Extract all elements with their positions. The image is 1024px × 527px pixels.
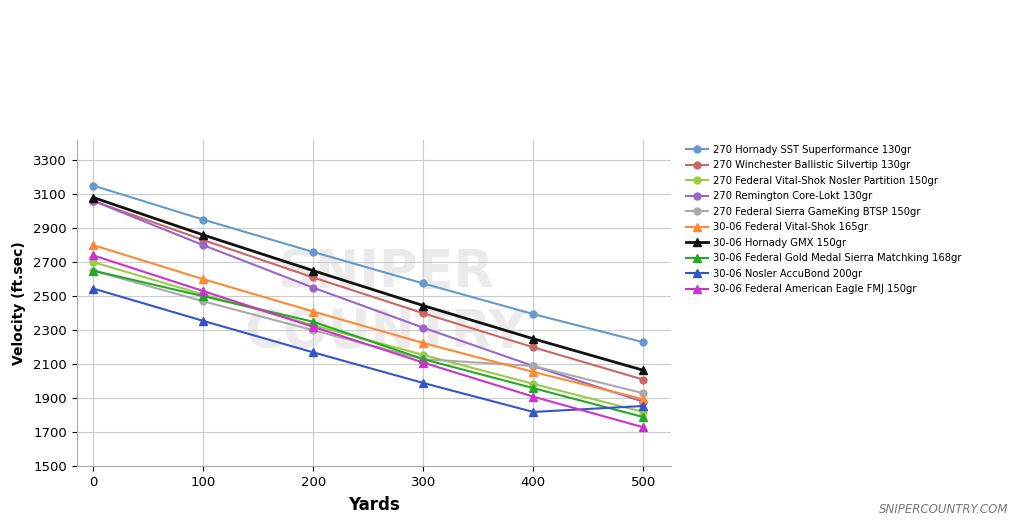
30-06 Federal Gold Medal Sierra Matchking 168gr: [637, 414, 649, 420]
270 Hornady SST Superformance 130gr: [87, 182, 99, 189]
270 Federal Sierra GameKing BTSP 150gr: [87, 268, 99, 274]
270 Winchester Ballistic Silvertip 130gr: [87, 198, 99, 204]
270 Federal Sierra GameKing BTSP 150gr: [637, 390, 649, 396]
Text: BULLET VELOCITY: BULLET VELOCITY: [207, 32, 817, 91]
270 Federal Sierra GameKing BTSP 150gr: [417, 356, 429, 363]
Y-axis label: Velocity (ft.sec): Velocity (ft.sec): [12, 241, 27, 365]
30-06 Federal Gold Medal Sierra Matchking 168gr: [87, 268, 99, 274]
270 Remington Core-Lokt 130gr: [198, 242, 210, 248]
270 Winchester Ballistic Silvertip 130gr: [198, 237, 210, 243]
Text: SNIPERCOUNTRY.COM: SNIPERCOUNTRY.COM: [880, 503, 1009, 516]
30-06 Hornady GMX 150gr: [527, 336, 540, 342]
270 Federal Vital-Shok Nosler Partition 150gr: [527, 380, 540, 387]
Line: 30-06 Federal American Eagle FMJ 150gr: 30-06 Federal American Eagle FMJ 150gr: [89, 251, 647, 432]
30-06 Federal Gold Medal Sierra Matchking 168gr: [527, 385, 540, 391]
30-06 Federal Vital-Shok 165gr: [198, 276, 210, 282]
Line: 270 Hornady SST Superformance 130gr: 270 Hornady SST Superformance 130gr: [90, 182, 647, 346]
Line: 270 Winchester Ballistic Silvertip 130gr: 270 Winchester Ballistic Silvertip 130gr: [90, 198, 647, 383]
30-06 Federal Vital-Shok 165gr: [527, 369, 540, 375]
270 Winchester Ballistic Silvertip 130gr: [307, 275, 319, 281]
270 Hornady SST Superformance 130gr: [417, 280, 429, 287]
270 Federal Vital-Shok Nosler Partition 150gr: [87, 259, 99, 266]
30-06 Federal Vital-Shok 165gr: [637, 396, 649, 402]
30-06 Federal Vital-Shok 165gr: [87, 242, 99, 248]
30-06 Federal Gold Medal Sierra Matchking 168gr: [417, 356, 429, 363]
30-06 Nosler AccuBond 200gr: [637, 403, 649, 409]
270 Hornady SST Superformance 130gr: [198, 217, 210, 223]
30-06 Nosler AccuBond 200gr: [307, 349, 319, 356]
30-06 Federal Gold Medal Sierra Matchking 168gr: [307, 319, 319, 325]
270 Remington Core-Lokt 130gr: [527, 363, 540, 369]
Line: 30-06 Hornady GMX 150gr: 30-06 Hornady GMX 150gr: [89, 193, 647, 374]
30-06 Federal Gold Medal Sierra Matchking 168gr: [198, 293, 210, 299]
30-06 Federal Vital-Shok 165gr: [417, 340, 429, 346]
270 Hornady SST Superformance 130gr: [307, 249, 319, 255]
Text: SNIPER
COUNTRY: SNIPER COUNTRY: [245, 247, 527, 359]
270 Federal Vital-Shok Nosler Partition 150gr: [637, 409, 649, 415]
270 Federal Vital-Shok Nosler Partition 150gr: [417, 352, 429, 358]
30-06 Hornady GMX 150gr: [307, 268, 319, 274]
270 Winchester Ballistic Silvertip 130gr: [417, 310, 429, 316]
270 Remington Core-Lokt 130gr: [637, 398, 649, 405]
30-06 Federal American Eagle FMJ 150gr: [417, 359, 429, 366]
30-06 Hornady GMX 150gr: [637, 367, 649, 374]
270 Remington Core-Lokt 130gr: [87, 198, 99, 204]
270 Federal Vital-Shok Nosler Partition 150gr: [307, 322, 319, 328]
Line: 30-06 Federal Vital-Shok 165gr: 30-06 Federal Vital-Shok 165gr: [89, 241, 647, 403]
Line: 270 Federal Sierra GameKing BTSP 150gr: 270 Federal Sierra GameKing BTSP 150gr: [90, 267, 647, 397]
30-06 Nosler AccuBond 200gr: [417, 380, 429, 386]
30-06 Nosler AccuBond 200gr: [198, 318, 210, 324]
Legend: 270 Hornady SST Superformance 130gr, 270 Winchester Ballistic Silvertip 130gr, 2: 270 Hornady SST Superformance 130gr, 270…: [686, 144, 962, 294]
30-06 Federal American Eagle FMJ 150gr: [307, 324, 319, 330]
270 Winchester Ballistic Silvertip 130gr: [527, 344, 540, 350]
30-06 Federal American Eagle FMJ 150gr: [637, 424, 649, 431]
30-06 Federal American Eagle FMJ 150gr: [527, 394, 540, 400]
X-axis label: Yards: Yards: [348, 496, 399, 514]
30-06 Nosler AccuBond 200gr: [87, 286, 99, 292]
270 Remington Core-Lokt 130gr: [307, 285, 319, 291]
Line: 270 Remington Core-Lokt 130gr: 270 Remington Core-Lokt 130gr: [90, 198, 647, 405]
30-06 Hornady GMX 150gr: [87, 194, 99, 201]
30-06 Federal Vital-Shok 165gr: [307, 308, 319, 315]
270 Federal Vital-Shok Nosler Partition 150gr: [198, 291, 210, 298]
270 Hornady SST Superformance 130gr: [637, 339, 649, 345]
270 Federal Sierra GameKing BTSP 150gr: [307, 327, 319, 334]
270 Remington Core-Lokt 130gr: [417, 325, 429, 331]
270 Federal Sierra GameKing BTSP 150gr: [527, 363, 540, 369]
Line: 30-06 Federal Gold Medal Sierra Matchking 168gr: 30-06 Federal Gold Medal Sierra Matchkin…: [89, 267, 647, 421]
30-06 Hornady GMX 150gr: [417, 302, 429, 309]
30-06 Federal American Eagle FMJ 150gr: [87, 252, 99, 259]
30-06 Hornady GMX 150gr: [198, 232, 210, 238]
30-06 Federal American Eagle FMJ 150gr: [198, 288, 210, 294]
270 Winchester Ballistic Silvertip 130gr: [637, 376, 649, 383]
Line: 30-06 Nosler AccuBond 200gr: 30-06 Nosler AccuBond 200gr: [89, 285, 647, 416]
30-06 Nosler AccuBond 200gr: [527, 409, 540, 415]
270 Hornady SST Superformance 130gr: [527, 311, 540, 317]
Line: 270 Federal Vital-Shok Nosler Partition 150gr: 270 Federal Vital-Shok Nosler Partition …: [90, 259, 647, 415]
270 Federal Sierra GameKing BTSP 150gr: [198, 298, 210, 305]
